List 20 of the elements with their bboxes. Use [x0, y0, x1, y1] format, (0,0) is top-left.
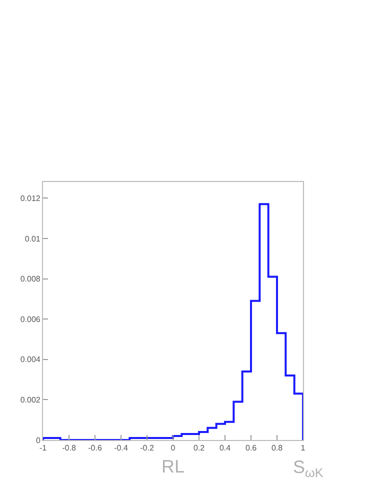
y-tick-label: 0.01 — [24, 234, 41, 244]
y-tick-label: 0.002 — [20, 395, 41, 404]
x-tick-label: 1 — [300, 444, 306, 453]
y-tick-label: 0.012 — [20, 194, 41, 203]
x-tick-label: -0.6 — [88, 444, 102, 453]
y-tick-label: 0.004 — [20, 355, 41, 364]
x-tick-label: -1 — [39, 444, 48, 453]
x-tick-label: 0 — [170, 444, 176, 453]
text: S$_{ωK}$ — [293, 457, 324, 480]
x-axis-title: RL — [161, 456, 185, 477]
y-tick-label: 0.006 — [20, 314, 41, 324]
x-tick-label: -0.8 — [62, 444, 76, 453]
x-tick-label: -0.2 — [140, 444, 154, 453]
x-tick-label: 0.8 — [271, 444, 284, 453]
x-tick-label: 0.2 — [193, 444, 206, 453]
y-tick-label: 0.008 — [20, 274, 41, 284]
y-tick-label: 0 — [36, 436, 41, 445]
x-tick-label: -0.4 — [114, 444, 128, 453]
x-tick-label: 0.4 — [219, 444, 232, 453]
x-tick-label: 0.6 — [245, 444, 258, 453]
